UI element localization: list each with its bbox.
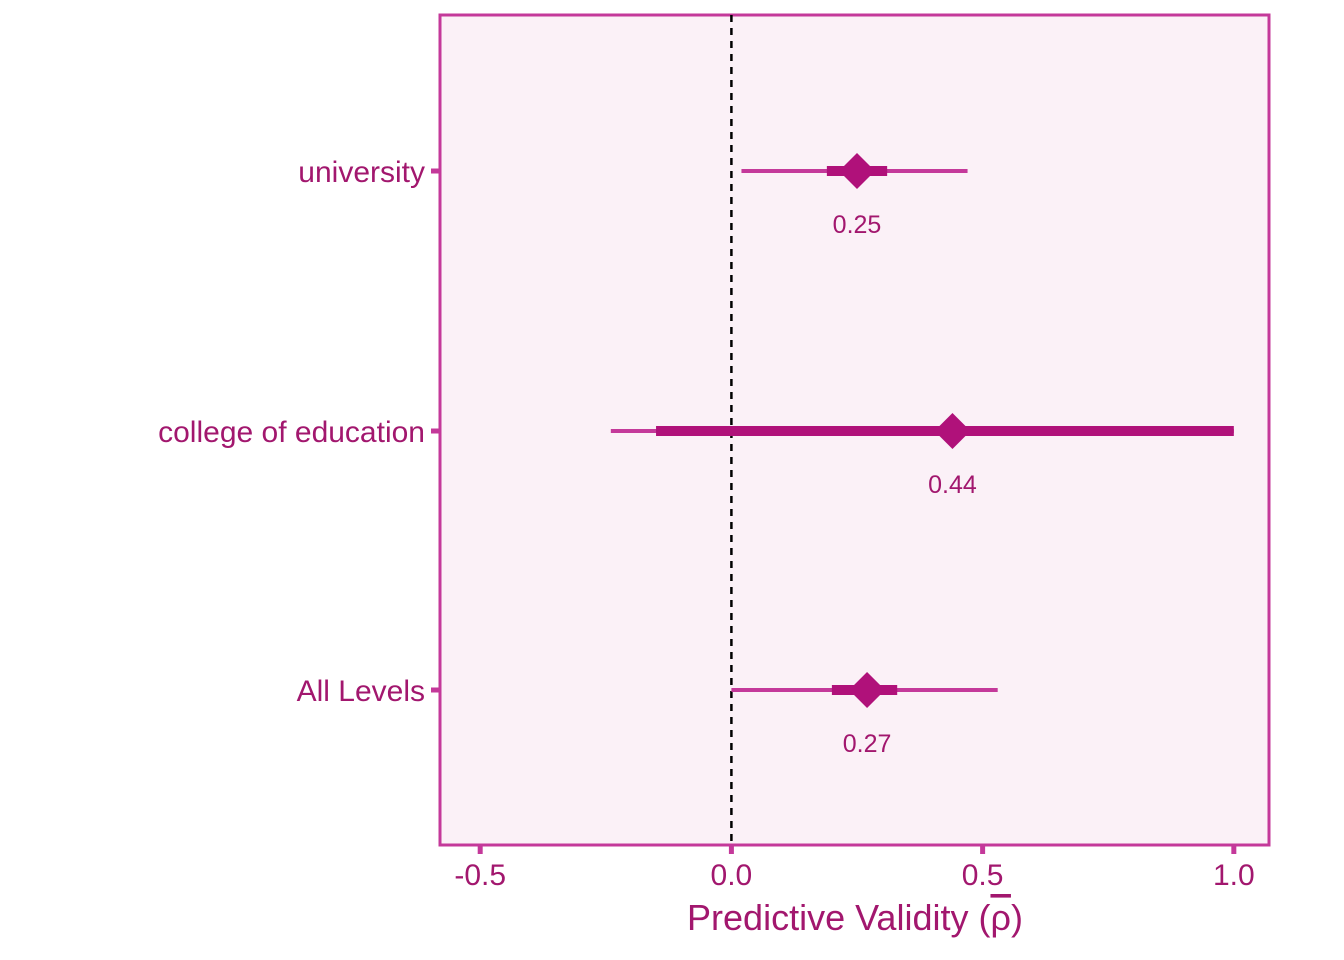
x-tick-label: 0.5 <box>962 859 1004 892</box>
y-tick-label-all-levels: All Levels <box>297 675 425 708</box>
point-estimate-college-of-education <box>934 413 971 449</box>
x-axis-title-close: ) <box>1011 897 1023 938</box>
y-tick-label-university: university <box>298 156 425 189</box>
point-estimate-university <box>839 153 876 189</box>
chart-marks: 0.25 0.44 0.27 <box>610 15 1234 845</box>
chart-axes: university college of education All Levels… <box>158 156 1255 892</box>
x-axis-title-main: Predictive Validity ( <box>687 897 990 938</box>
y-tick-label-college-of-education: college of education <box>158 416 425 449</box>
x-tick-label: 0.0 <box>711 859 753 892</box>
point-estimate-all-levels <box>849 672 886 708</box>
x-tick-label: 1.0 <box>1213 859 1255 892</box>
x-tick-label: -0.5 <box>454 859 506 892</box>
x-axis-title: Predictive Validity (ρ) <box>687 897 1023 938</box>
estimate-label-college-of-education: 0.44 <box>928 471 977 499</box>
estimate-label-university: 0.25 <box>833 211 882 239</box>
x-axis-title-symbol: ρ <box>990 897 1010 938</box>
estimate-label-all-levels: 0.27 <box>843 730 892 758</box>
